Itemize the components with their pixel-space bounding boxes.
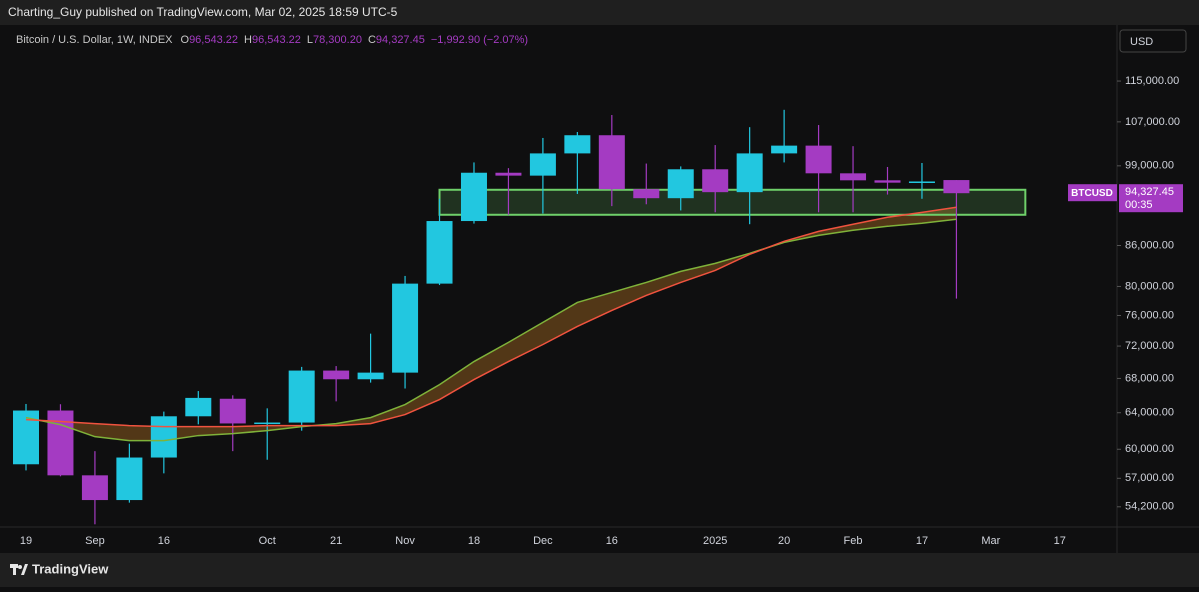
symbol-badge-label: BTCUSD [1071,188,1113,199]
candle-body [495,172,522,176]
countdown: 00:35 [1125,199,1153,211]
y-tick-label: 86,000.00 [1125,239,1174,251]
legend-value: 96,543.22 [252,34,301,46]
candle-body [840,173,867,181]
plot-bg [0,25,1199,553]
candle-body [185,397,212,417]
x-tick-label: Feb [844,535,863,547]
candle-body [13,410,39,465]
y-tick-label: 68,000.00 [1125,372,1174,384]
x-tick-label: 17 [1054,535,1066,547]
candle-body [702,169,729,193]
x-tick-label: 2025 [703,535,727,547]
x-tick-label: Sep [85,535,105,547]
y-tick-label: 64,000.00 [1125,407,1174,419]
candle-body [323,370,350,380]
x-tick-label: 18 [468,535,480,547]
moving-average [25,206,957,428]
y-tick-label: 115,000.00 [1125,75,1179,87]
footer [0,553,1199,587]
candle-body [288,370,315,423]
candle-body [426,221,453,284]
candle-body [150,416,177,458]
x-tick-label: 21 [330,535,342,547]
moving-average [25,218,957,442]
x-tick-label: Nov [395,535,415,547]
candle-body [633,189,660,199]
legend-key: O [181,34,190,46]
price-badge [1119,184,1183,213]
y-tick-label: 60,000.00 [1125,443,1174,455]
candle-body [771,145,798,154]
y-tick-label: 57,000.00 [1125,472,1174,484]
x-tick-label: 20 [778,535,790,547]
y-tick-label: 80,000.00 [1125,280,1174,292]
legend-key: L [307,34,313,46]
candle-body [116,457,143,501]
currency[interactable]: USD [1130,36,1153,48]
candle-body [357,372,384,380]
candle-body [392,283,419,373]
currency-button[interactable] [1119,29,1187,53]
legend-change: −1,992.90 (−2.07%) [431,34,528,46]
candle-body [219,398,246,424]
brand: TradingView [32,561,109,576]
candle-body [667,169,694,199]
x-tick-label: 16 [606,535,618,547]
candle-body [874,180,901,183]
x-tick-label: 19 [20,535,32,547]
symbol-title: Bitcoin / U.S. Dollar, 1W, INDEX [16,34,173,46]
symbol-badge [1068,184,1117,202]
y-tick-label: 107,000.00 [1125,116,1180,128]
candle-body [598,135,625,190]
zone [438,188,1027,216]
legend-key: C [368,34,376,46]
legend-value: 78,300.20 [313,34,362,46]
candle-body [736,153,763,193]
publisher: Charting_Guy published on TradingView.co… [8,5,398,19]
x-tick-label: Mar [981,535,1000,547]
top-bar [0,0,1199,25]
candle-body [254,422,281,425]
y-tick-label: 76,000.00 [1125,309,1174,321]
candle-body [908,181,935,183]
y-tick-label: 54,200.00 [1125,501,1174,513]
candle-body [564,135,591,154]
candle-body [47,410,74,476]
brand-logo [10,564,28,575]
legend-key: H [244,34,252,46]
x-tick-label: Oct [259,535,276,547]
y-tick-label: 99,000.00 [1125,160,1174,172]
x-tick-label: 16 [158,535,170,547]
candle-body [529,153,556,176]
candle-body [943,180,970,194]
candle-body [460,172,487,222]
x-tick-label: 17 [916,535,928,547]
x-tick-label: Dec [533,535,553,547]
legend-value: 94,327.45 [376,34,425,46]
candle-body [81,475,108,501]
candle-body [805,145,832,174]
legend-value: 96,543.22 [189,34,238,46]
y-tick-label: 72,000.00 [1125,340,1174,352]
price-badge-label: 94,327.45 [1125,186,1174,198]
